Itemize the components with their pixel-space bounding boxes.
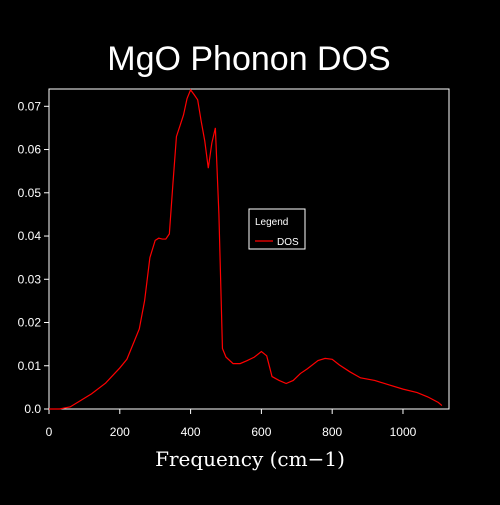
y-tick-label: 0.0 bbox=[24, 402, 41, 416]
y-axis-ticks: 0.0 0.01 0.02 0.03 0.04 0.05 0.06 0.07 bbox=[18, 99, 49, 416]
x-axis-ticks: 0 200 400 600 800 1000 bbox=[46, 409, 417, 439]
legend-title: Legend bbox=[255, 217, 288, 228]
y-tick-label: 0.05 bbox=[18, 186, 42, 200]
legend: Legend DOS bbox=[248, 208, 306, 250]
legend-box bbox=[248, 208, 306, 250]
chart-title: MgO Phonon DOS bbox=[107, 40, 390, 78]
y-tick-label: 0.02 bbox=[18, 316, 42, 330]
x-tick-label: 0 bbox=[46, 425, 53, 439]
y-tick-label: 0.03 bbox=[18, 272, 42, 286]
y-tick-label: 0.07 bbox=[18, 99, 42, 113]
x-tick-label: 1000 bbox=[390, 425, 417, 439]
legend-entry-dos: DOS bbox=[277, 237, 299, 248]
x-tick-label: 800 bbox=[322, 425, 342, 439]
x-tick-label: 400 bbox=[181, 425, 201, 439]
y-tick-label: 0.04 bbox=[18, 229, 42, 243]
x-axis-label: Frequency (cm−1) bbox=[155, 447, 345, 471]
plot-frame bbox=[48, 88, 450, 410]
x-tick-label: 600 bbox=[251, 425, 271, 439]
series-line-dos bbox=[49, 88, 443, 410]
y-tick-label: 0.01 bbox=[18, 359, 42, 373]
y-tick-label: 0.06 bbox=[18, 143, 42, 157]
x-tick-label: 200 bbox=[110, 425, 130, 439]
